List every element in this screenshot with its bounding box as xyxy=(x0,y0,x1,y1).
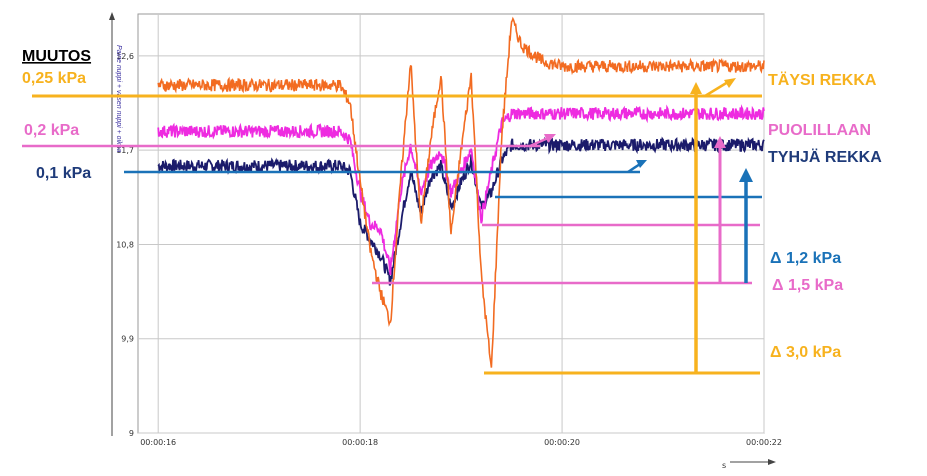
annotation-lines xyxy=(22,78,762,375)
x-tick-label: 00:00:18 xyxy=(342,438,378,447)
y-tick-label: 10,8 xyxy=(116,240,134,249)
full-truck-label: TÄYSI REKKA xyxy=(768,71,877,89)
half-pointer-head xyxy=(544,134,556,143)
half-delta-arrowhead xyxy=(714,136,726,148)
delta-empty-label: Δ 1,2 kPa xyxy=(770,250,841,267)
x-axis-label: s xyxy=(722,461,726,470)
delta-half-label: Δ 1,5 kPa xyxy=(772,277,843,294)
full-change-kpa: 0,25 kPa xyxy=(22,70,86,87)
x-axis-arrowhead xyxy=(768,459,776,465)
full-pointer-head xyxy=(724,78,736,88)
empty-delta-arrowhead xyxy=(739,168,753,182)
empty-truck-label: TYHJÄ REKKA xyxy=(768,148,882,166)
y-tick-label: 12,6 xyxy=(116,52,134,61)
y-axis-arrowhead xyxy=(109,12,115,20)
grid xyxy=(138,14,765,434)
y-tick-label: 11,7 xyxy=(116,146,134,155)
half-truck-label: PUOLILLAAN xyxy=(768,122,871,139)
x-tick-label: 00:00:22 xyxy=(746,438,782,447)
delta-full-label: Δ 3,0 kPa xyxy=(770,344,841,361)
axis-ticks: 12,6 11,7 10,8 9,9 9 00:00:16 00:00:18 00:00:20… xyxy=(116,52,782,447)
x-tick-label: 00:00:16 xyxy=(140,438,176,447)
full-pointer xyxy=(704,80,729,98)
y-tick-label: 9 xyxy=(129,429,134,438)
half-change-kpa: 0,2 kPa xyxy=(24,122,79,139)
muutos-title: MUUTOS xyxy=(22,48,91,65)
vertical-legend: Paine nuppi + vasen nuppi + oikea xyxy=(115,45,122,153)
x-tick-label: 00:00:20 xyxy=(544,438,580,447)
empty-pointer-head xyxy=(636,160,647,168)
y-tick-label: 9,9 xyxy=(121,335,134,344)
series-line-half xyxy=(157,104,765,276)
empty-change-kpa: 0,1 kPa xyxy=(36,165,91,182)
full-delta-arrowhead xyxy=(690,82,702,94)
empty-pointer xyxy=(627,162,641,174)
half-pointer xyxy=(529,136,549,148)
